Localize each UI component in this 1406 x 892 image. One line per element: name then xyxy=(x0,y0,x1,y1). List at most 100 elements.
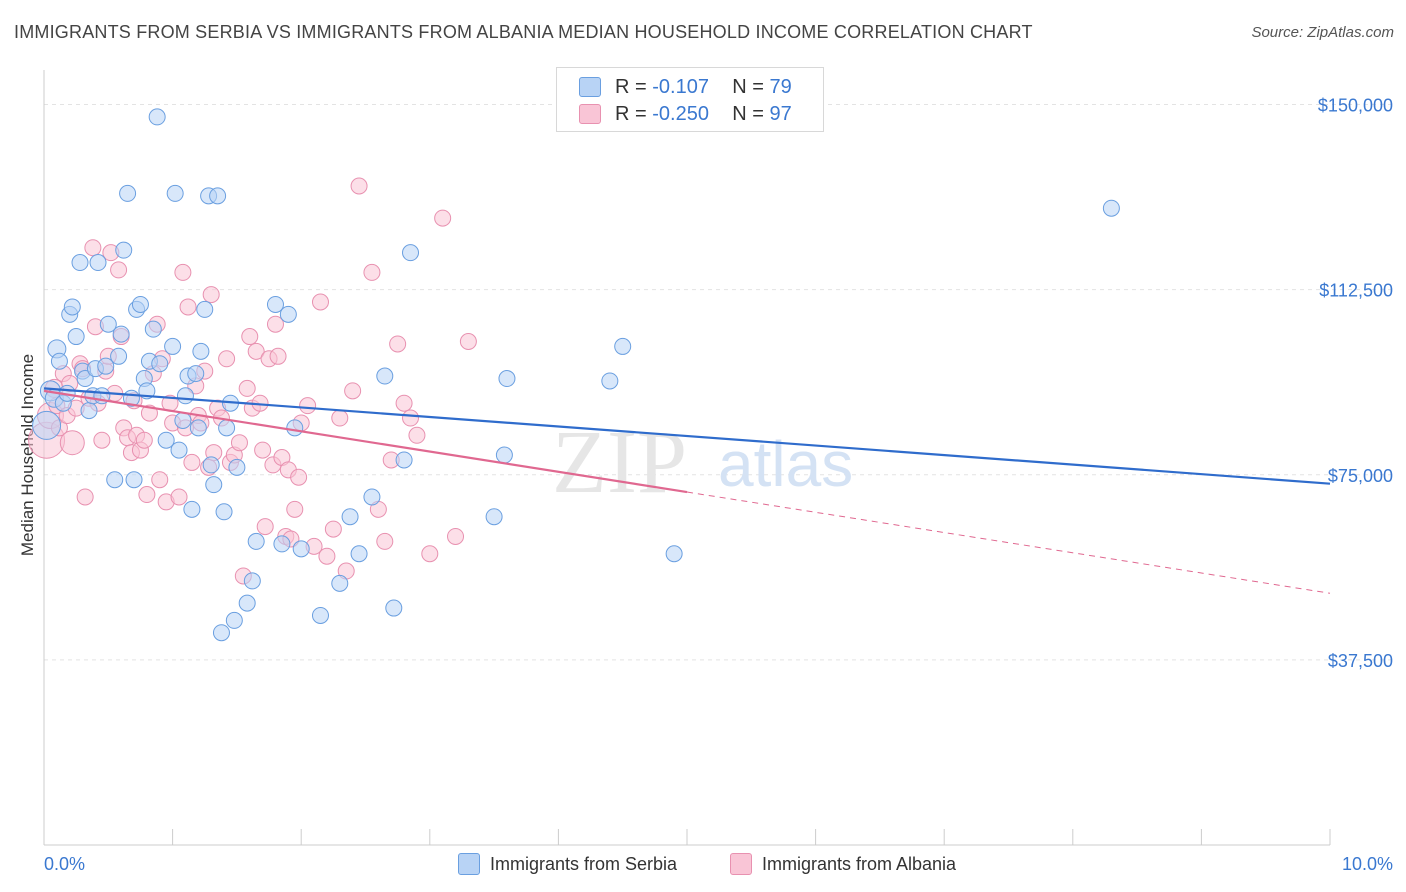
legend-r-albania: -0.250 xyxy=(652,102,709,125)
serbia-point-76 xyxy=(498,370,516,388)
y-tick-label-2: $75,000 xyxy=(1328,466,1393,486)
albania-point-43 xyxy=(179,298,197,316)
legend-n-albania: 97 xyxy=(769,102,792,125)
albania-point-12 xyxy=(76,488,94,506)
albania-point-40 xyxy=(170,488,188,506)
y-tick-label-1: $112,500 xyxy=(1319,281,1393,301)
serbia-point-44 xyxy=(189,419,207,437)
albania-point-75 xyxy=(290,468,308,486)
serbia-point-46 xyxy=(196,300,214,318)
serbia-points xyxy=(32,108,1120,642)
bottom-legend-swatch-albania xyxy=(730,853,752,875)
legend-n-label: N = xyxy=(732,102,764,125)
albania-point-69 xyxy=(269,347,287,365)
serbia-point-28 xyxy=(131,295,149,313)
y-tick-label-0: $150,000 xyxy=(1318,96,1393,116)
serbia-point-56 xyxy=(228,458,246,476)
bottom-legend-label-serbia: Immigrants from Serbia xyxy=(490,853,678,874)
serbia-point-62 xyxy=(279,305,297,323)
serbia-point-34 xyxy=(151,355,169,373)
albania-point-17 xyxy=(93,431,111,449)
serbia-point-58 xyxy=(243,572,261,590)
serbia-point-0 xyxy=(32,410,62,440)
serbia-point-71 xyxy=(385,599,403,617)
legend-r-label: R = xyxy=(615,102,647,125)
albania-point-57 xyxy=(230,434,248,452)
serbia-point-69 xyxy=(363,488,381,506)
albania-point-97 xyxy=(459,332,477,350)
serbia-point-57 xyxy=(238,594,256,612)
legend-r-serbia: -0.107 xyxy=(652,75,709,98)
serbia-point-23 xyxy=(115,241,133,259)
albania-point-77 xyxy=(299,397,317,415)
source-label: Source: ZipAtlas.com xyxy=(1251,24,1394,41)
albania-point-31 xyxy=(138,486,156,504)
x-tick-label-left: 0.0% xyxy=(44,854,85,874)
serbia-point-35 xyxy=(157,431,175,449)
albania-point-94 xyxy=(421,545,439,563)
serbia-point-4 xyxy=(50,352,68,370)
albania-point-59 xyxy=(238,379,256,397)
x-tick-labels: 0.0% 10.0% xyxy=(44,854,1393,874)
serbia-point-36 xyxy=(164,337,182,355)
serbia-point-33 xyxy=(148,108,166,126)
albania-point-85 xyxy=(350,177,368,195)
albania-point-62 xyxy=(247,342,265,360)
legend-n-label: N = xyxy=(732,75,764,98)
albania-point-14 xyxy=(84,239,102,257)
y-tick-label-3: $37,500 xyxy=(1328,651,1393,671)
albania-point-35 xyxy=(151,471,169,489)
legend-swatch-albania xyxy=(579,104,601,124)
albania-point-44 xyxy=(183,453,201,471)
serbia-point-68 xyxy=(350,545,368,563)
serbia-point-74 xyxy=(485,508,503,526)
serbia-point-63 xyxy=(286,419,304,437)
legend-r-label: R = xyxy=(615,75,647,98)
serbia-point-13 xyxy=(80,402,98,420)
albania-point-22 xyxy=(110,261,128,279)
serbia-point-40 xyxy=(176,387,194,405)
albania-point-95 xyxy=(434,209,452,227)
albania-trend-line xyxy=(43,389,688,494)
serbia-point-78 xyxy=(614,337,632,355)
serbia-point-50 xyxy=(209,187,227,205)
bottom-legend-albania: Immigrants from Albania xyxy=(730,852,956,876)
serbia-point-55 xyxy=(225,611,243,629)
legend-row-serbia: R = -0.107 N = 79 xyxy=(579,74,792,100)
albania-point-81 xyxy=(324,520,342,538)
albania-point-60 xyxy=(241,328,259,346)
serbia-point-66 xyxy=(331,574,349,592)
serbia-point-43 xyxy=(187,365,205,383)
albania-point-8 xyxy=(59,430,85,456)
albania-trend-line-extrapolated xyxy=(686,491,1331,594)
serbia-point-64 xyxy=(292,540,310,558)
albania-point-86 xyxy=(363,263,381,281)
serbia-point-22 xyxy=(112,325,130,343)
serbia-point-70 xyxy=(376,367,394,385)
serbia-point-75 xyxy=(495,446,513,464)
serbia-point-20 xyxy=(106,471,124,489)
legend-n-serbia: 79 xyxy=(769,75,792,98)
albania-point-82 xyxy=(331,409,349,427)
serbia-point-52 xyxy=(215,503,233,521)
serbia-point-39 xyxy=(174,411,192,429)
serbia-point-12 xyxy=(76,370,94,388)
albania-points xyxy=(28,177,477,585)
serbia-point-38 xyxy=(170,441,188,459)
serbia-trend-line xyxy=(43,387,1331,485)
serbia-point-53 xyxy=(218,419,236,437)
legend-swatch-serbia xyxy=(579,77,601,97)
serbia-point-51 xyxy=(212,624,230,642)
serbia-point-61 xyxy=(273,535,291,553)
albania-point-92 xyxy=(402,409,420,427)
serbia-point-9 xyxy=(67,328,85,346)
albania-point-64 xyxy=(254,441,272,459)
albania-point-90 xyxy=(389,335,407,353)
serbia-point-26 xyxy=(125,471,143,489)
albania-point-84 xyxy=(344,382,362,400)
serbia-point-80 xyxy=(1102,199,1120,217)
serbia-point-59 xyxy=(247,532,265,550)
albania-point-54 xyxy=(218,350,236,368)
serbia-point-65 xyxy=(311,606,329,624)
albania-point-74 xyxy=(286,500,304,518)
